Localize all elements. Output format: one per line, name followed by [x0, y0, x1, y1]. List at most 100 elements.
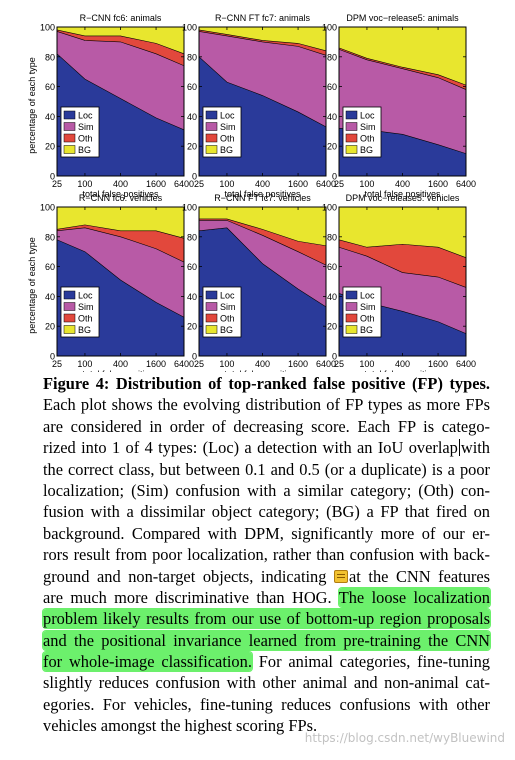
- highlighted-text[interactable]: and the positional invariance learned fr…: [43, 630, 490, 650]
- chart-title: DPM voc−release5: vehicles: [346, 193, 460, 203]
- highlighted-text[interactable]: for whole-image classification.: [43, 652, 252, 672]
- caption-line: localization; (Sim) confusion with a sim…: [43, 480, 490, 500]
- y-tick-label: 0: [332, 172, 337, 182]
- area-sim: [199, 31, 326, 127]
- caption-label: Figure 4: Distribution of top-ranked fal…: [43, 374, 490, 393]
- x-tick-label: 100: [359, 359, 374, 369]
- chart-title: R−CNN fc6: vehicles: [79, 193, 163, 203]
- y-tick-label: 20: [45, 142, 55, 152]
- legend-label: Oth: [78, 134, 93, 144]
- y-axis-label: percentage of each type: [27, 57, 37, 154]
- legend-label: Loc: [360, 111, 375, 121]
- caption-line: vehicles amongst the highest scoring FPs…: [43, 716, 318, 736]
- series-line: [56, 29, 185, 55]
- figure-caption: Figure 4: Distribution of top-ranked fal…: [43, 373, 491, 737]
- x-tick-label: 6400: [456, 359, 476, 369]
- legend-swatch: [63, 313, 76, 323]
- legend-label: Sim: [78, 122, 94, 132]
- caption-line: rized into 1 of 4 types: (Loc) a detecti…: [43, 438, 490, 458]
- legend-swatch: [205, 302, 218, 311]
- y-tick-label: 0: [50, 352, 55, 362]
- x-tick-label: 400: [395, 359, 410, 369]
- x-tick-label: 25: [194, 359, 204, 369]
- caption-line: the correct class, but between 0.1 and 0…: [43, 459, 490, 479]
- legend-swatch: [345, 290, 358, 300]
- y-tick-label: 20: [187, 142, 197, 152]
- caption-line: and the positional invariance learned fr…: [43, 630, 490, 651]
- x-tick-label: 25: [52, 179, 62, 189]
- area-sim: [57, 227, 184, 318]
- x-tick-label: 25: [334, 359, 344, 369]
- sticky-note-icon[interactable]: [334, 569, 349, 583]
- legend-label: BG: [360, 145, 373, 155]
- y-tick-label: 20: [327, 142, 337, 152]
- chart-title: R−CNN fc6: animals: [80, 13, 162, 23]
- y-tick-label: 40: [327, 112, 337, 122]
- legend-swatch: [205, 110, 218, 120]
- area-bg: [199, 27, 326, 51]
- x-tick-label: 1600: [288, 359, 308, 369]
- caption-line: slightly reduces confusion with other an…: [43, 673, 490, 693]
- legend-label: BG: [78, 325, 91, 335]
- y-tick-label: 40: [327, 292, 337, 302]
- chart-title: R−CNN FT fc7: vehicles: [214, 193, 311, 203]
- legend-swatch: [205, 325, 218, 334]
- x-tick-label: 6400: [174, 179, 194, 189]
- legend-label: Oth: [360, 314, 375, 324]
- chart-panel: 0 20 40 60 80 100 25 100 400 1600 6400 DPM voc−rele…: [322, 193, 476, 372]
- y-tick-label: 80: [45, 232, 55, 242]
- series-line: [338, 239, 467, 258]
- x-axis-label: total false positives: [224, 369, 301, 372]
- legend-swatch: [63, 110, 76, 120]
- x-tick-label: 400: [113, 359, 128, 369]
- y-tick-label: 100: [322, 23, 337, 33]
- legend-label: Sim: [360, 122, 376, 132]
- chart-panel: 0 20 40 60 80 100 25 100 400 1600 6400 DPM voc−rele…: [322, 13, 476, 199]
- x-tick-label: 1600: [428, 179, 448, 189]
- y-tick-label: 40: [187, 292, 197, 302]
- caption-line: are considered in order of decreasing sc…: [43, 416, 490, 436]
- x-axis-label: total false positives: [224, 189, 301, 199]
- legend-label: BG: [220, 145, 233, 155]
- caption-line: problem likely results from our use of b…: [43, 608, 490, 629]
- y-tick-label: 0: [50, 172, 55, 182]
- y-tick-label: 0: [192, 172, 197, 182]
- y-tick-label: 20: [327, 322, 337, 332]
- y-tick-label: 60: [187, 82, 197, 92]
- legend-swatch: [63, 325, 76, 334]
- y-tick-label: 60: [327, 82, 337, 92]
- legend-swatch: [345, 145, 358, 154]
- legend-swatch: [205, 145, 218, 154]
- area-sim: [339, 247, 466, 334]
- legend-label: Sim: [220, 122, 236, 132]
- area-oth: [339, 239, 466, 288]
- caption-line: egories. For vehicles, fine-tuning reduc…: [43, 694, 490, 714]
- area-oth: [57, 224, 184, 263]
- area-oth: [199, 218, 326, 266]
- highlighted-text[interactable]: The loose localization: [338, 587, 491, 607]
- area-bg: [57, 207, 184, 239]
- y-tick-label: 0: [192, 352, 197, 362]
- x-tick-label: 25: [194, 179, 204, 189]
- highlighted-text[interactable]: problem likely results from our use of b…: [43, 609, 490, 629]
- watermark: https://blog.csdn.net/wyBluewind: [304, 731, 505, 745]
- legend-swatch: [345, 133, 358, 143]
- legend-swatch: [345, 122, 358, 131]
- y-tick-label: 60: [327, 262, 337, 272]
- caption-line: rors result from poor localization, rath…: [43, 545, 490, 565]
- legend-label: Sim: [220, 302, 236, 312]
- x-tick-label: 1600: [146, 179, 166, 189]
- legend-swatch: [63, 122, 76, 131]
- legend-swatch: [63, 145, 76, 154]
- legend-swatch: [63, 133, 76, 143]
- y-tick-label: 100: [182, 23, 197, 33]
- chart-title: R−CNN FT fc7: animals: [215, 13, 311, 23]
- y-tick-label: 80: [327, 52, 337, 62]
- legend-swatch: [205, 122, 218, 131]
- x-axis-label: total false positives: [364, 369, 441, 372]
- y-tick-label: 100: [40, 203, 55, 213]
